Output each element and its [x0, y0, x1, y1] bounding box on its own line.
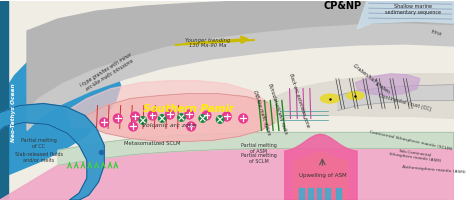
- Polygon shape: [0, 46, 121, 200]
- Text: Continental lithosphere mantle (SCLM): Continental lithosphere mantle (SCLM): [368, 130, 452, 151]
- Bar: [308, 188, 313, 200]
- Circle shape: [113, 114, 122, 123]
- Circle shape: [185, 110, 194, 119]
- Circle shape: [222, 112, 231, 121]
- Circle shape: [239, 114, 248, 123]
- Polygon shape: [58, 132, 454, 165]
- Bar: [317, 188, 321, 200]
- Text: Southern Pamir: Southern Pamir: [143, 104, 234, 114]
- Bar: [336, 188, 341, 200]
- Circle shape: [178, 114, 185, 121]
- Ellipse shape: [346, 92, 364, 100]
- Polygon shape: [294, 152, 347, 200]
- Polygon shape: [338, 85, 454, 111]
- Text: Partial melting
of CC: Partial melting of CC: [21, 138, 56, 149]
- Polygon shape: [68, 81, 268, 128]
- Bar: [299, 188, 304, 200]
- Text: Partial melting
of ASM: Partial melting of ASM: [241, 143, 277, 154]
- Text: Asthenosphere mantle (ASM): Asthenosphere mantle (ASM): [402, 165, 466, 175]
- Circle shape: [129, 122, 138, 131]
- Text: Upwelling of ASM: Upwelling of ASM: [298, 173, 346, 178]
- Circle shape: [158, 115, 166, 122]
- Polygon shape: [0, 1, 8, 200]
- Circle shape: [148, 111, 157, 120]
- Polygon shape: [0, 104, 104, 200]
- Circle shape: [216, 116, 224, 123]
- Text: Shallow marine
sedimentary sequence: Shallow marine sedimentary sequence: [385, 4, 441, 15]
- Text: Continental crust (CC): Continental crust (CC): [378, 93, 432, 112]
- Text: Younger trending
130 Ma-90 Ma: Younger trending 130 Ma-90 Ma: [185, 38, 230, 48]
- Circle shape: [131, 112, 140, 121]
- Circle shape: [100, 118, 109, 127]
- Polygon shape: [0, 1, 454, 200]
- Text: Irina: Irina: [431, 29, 442, 37]
- Text: Slab-released fluids
and/or melts: Slab-released fluids and/or melts: [15, 152, 63, 163]
- Text: Back-arc extension zone: Back-arc extension zone: [288, 73, 310, 128]
- Text: Graben/half graben: Graben/half graben: [352, 63, 391, 94]
- Polygon shape: [27, 0, 454, 111]
- Text: CP&NP: CP&NP: [323, 1, 362, 11]
- Circle shape: [187, 122, 196, 131]
- Bar: [325, 188, 330, 200]
- Polygon shape: [357, 0, 454, 29]
- Polygon shape: [268, 74, 454, 122]
- Polygon shape: [27, 24, 454, 130]
- Text: Volcanic arc zone: Volcanic arc zone: [141, 123, 196, 128]
- Circle shape: [165, 110, 174, 119]
- Text: Neo-Tethys Ocean: Neo-Tethys Ocean: [11, 83, 16, 142]
- Text: I-type granites with minor
arc-like mafic intrusions: I-type granites with minor arc-like mafi…: [80, 52, 136, 93]
- Text: Metasomatized SCLM: Metasomatized SCLM: [124, 141, 181, 146]
- Polygon shape: [285, 134, 357, 200]
- Polygon shape: [72, 94, 278, 141]
- Circle shape: [202, 111, 211, 120]
- Polygon shape: [355, 74, 420, 96]
- Ellipse shape: [321, 94, 340, 103]
- Circle shape: [199, 115, 206, 122]
- Text: Bimodal volcanic rocks: Bimodal volcanic rocks: [267, 83, 289, 134]
- Circle shape: [139, 117, 147, 124]
- Text: Partial melting
of SCLM: Partial melting of SCLM: [241, 153, 277, 164]
- Text: Sub-Continental
lithosphere mantle (ASM): Sub-Continental lithosphere mantle (ASM): [389, 147, 441, 163]
- Text: OIB-like mafic dykes: OIB-like mafic dykes: [252, 89, 271, 136]
- Polygon shape: [0, 148, 454, 200]
